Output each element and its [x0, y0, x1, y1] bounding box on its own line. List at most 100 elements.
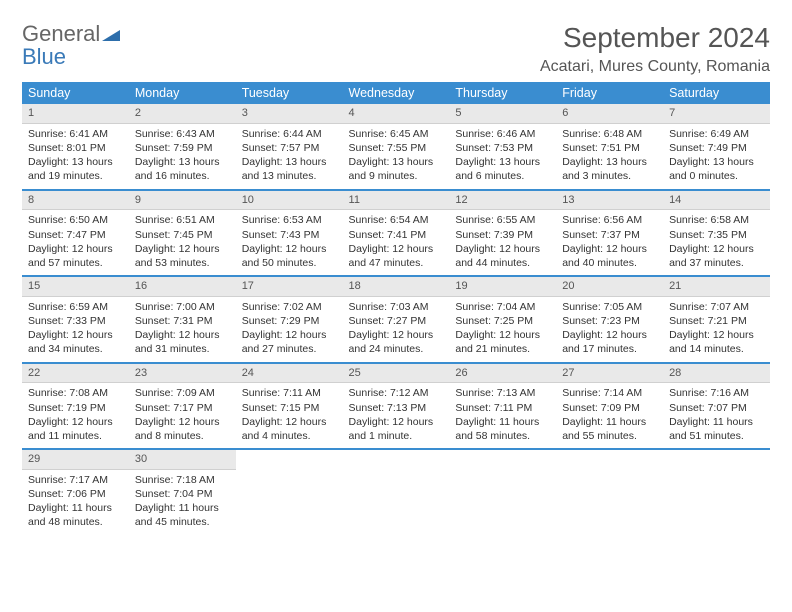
- sunset-line: Sunset: 7:43 PM: [242, 229, 320, 241]
- sunset-line: Sunset: 7:57 PM: [242, 142, 320, 154]
- day-number-cell: 21: [663, 276, 770, 296]
- sunset-line: Sunset: 8:01 PM: [28, 142, 106, 154]
- sunset-line: Sunset: 7:53 PM: [455, 142, 533, 154]
- day-number-row: 22232425262728: [22, 363, 770, 383]
- sunrise-line: Sunrise: 7:17 AM: [28, 474, 108, 486]
- location-text: Acatari, Mures County, Romania: [540, 58, 770, 76]
- sunrise-line: Sunrise: 6:55 AM: [455, 214, 535, 226]
- sunset-line: Sunset: 7:13 PM: [349, 402, 427, 414]
- day-number-cell: 30: [129, 449, 236, 469]
- daylight-line: Daylight: 12 hours and 8 minutes.: [135, 416, 220, 442]
- sunset-line: Sunset: 7:37 PM: [562, 229, 640, 241]
- day-content-cell: Sunrise: 7:08 AMSunset: 7:19 PMDaylight:…: [22, 383, 129, 449]
- day-header: Friday: [556, 82, 663, 104]
- sunset-line: Sunset: 7:09 PM: [562, 402, 640, 414]
- sunrise-line: Sunrise: 7:00 AM: [135, 301, 215, 313]
- day-content-cell: Sunrise: 7:13 AMSunset: 7:11 PMDaylight:…: [449, 383, 556, 449]
- day-number-cell: [236, 449, 343, 469]
- day-content-row: Sunrise: 7:08 AMSunset: 7:19 PMDaylight:…: [22, 383, 770, 449]
- day-number-cell: [449, 449, 556, 469]
- sunset-line: Sunset: 7:41 PM: [349, 229, 427, 241]
- day-content-cell: [343, 469, 450, 534]
- day-number-cell: 15: [22, 276, 129, 296]
- day-content-cell: Sunrise: 6:50 AMSunset: 7:47 PMDaylight:…: [22, 210, 129, 276]
- day-number-cell: 24: [236, 363, 343, 383]
- day-content-cell: Sunrise: 6:49 AMSunset: 7:49 PMDaylight:…: [663, 123, 770, 189]
- daylight-line: Daylight: 13 hours and 19 minutes.: [28, 156, 113, 182]
- day-content-cell: Sunrise: 7:05 AMSunset: 7:23 PMDaylight:…: [556, 296, 663, 362]
- sunset-line: Sunset: 7:51 PM: [562, 142, 640, 154]
- day-number-cell: 19: [449, 276, 556, 296]
- day-header: Monday: [129, 82, 236, 104]
- day-content-cell: Sunrise: 6:45 AM Sunset: 7:55 PM Daylight:…: [343, 123, 450, 189]
- daylight-line: Daylight: 12 hours and 24 minutes.: [349, 329, 434, 355]
- day-content-row: Sunrise: 7:17 AMSunset: 7:06 PMDaylight:…: [22, 469, 770, 534]
- day-number-cell: 18: [343, 276, 450, 296]
- sunset-line: Sunset: 7:07 PM: [669, 402, 747, 414]
- sunset-line: Sunset: 7:27 PM: [349, 315, 427, 327]
- daylight-line: Daylight: 13 hours and 9 minutes.: [349, 156, 434, 182]
- sunrise-line: Sunrise: 7:07 AM: [669, 301, 749, 313]
- day-number-cell: 8: [22, 190, 129, 210]
- sunrise-line: Sunrise: 6:49 AM: [669, 128, 749, 140]
- day-number-row: 891011121314: [22, 190, 770, 210]
- day-content-cell: Sunrise: 6:41 AM Sunset: 8:01 PM Daylight:…: [22, 123, 129, 189]
- sunrise-line: Sunrise: 6:43 AM: [135, 128, 215, 140]
- day-content-cell: Sunrise: 6:46 AMSunset: 7:53 PMDaylight:…: [449, 123, 556, 189]
- daylight-line: Daylight: 12 hours and 1 minute.: [349, 416, 434, 442]
- day-number-cell: 1: [22, 104, 129, 123]
- day-content-cell: Sunrise: 7:07 AMSunset: 7:21 PMDaylight:…: [663, 296, 770, 362]
- logo-text: General Blue: [22, 22, 120, 68]
- day-content-cell: Sunrise: 6:55 AM Sunset: 7:39 PM Daylight:…: [449, 210, 556, 276]
- day-content-cell: Sunrise: 6:53 AMSunset: 7:43 PMDaylight:…: [236, 210, 343, 276]
- daylight-line: Daylight: 12 hours and 11 minutes.: [28, 416, 113, 442]
- day-number-cell: 11: [343, 190, 450, 210]
- day-content-cell: Sunrise: 7:03 AMSunset: 7:27 PMDaylight:…: [343, 296, 450, 362]
- day-header-row: SundayMondayTuesdayWednesdayThursdayFrid…: [22, 82, 770, 104]
- daylight-line: Daylight: 11 hours and 51 minutes.: [669, 416, 753, 442]
- sunset-line: Sunset: 7:11 PM: [455, 402, 532, 414]
- sunrise-line: Sunrise: 7:04 AM: [455, 301, 535, 313]
- sunrise-line: Sunrise: 6:56 AM: [562, 214, 642, 226]
- day-content-cell: Sunrise: 7:00 AM Sunset: 7:31 PM Daylight:…: [129, 296, 236, 362]
- day-number-cell: 10: [236, 190, 343, 210]
- day-content-cell: Sunrise: 7:17 AMSunset: 7:06 PMDaylight:…: [22, 469, 129, 534]
- day-number-cell: 6: [556, 104, 663, 123]
- logo-triangle-icon: [102, 22, 120, 45]
- sunrise-line: Sunrise: 6:45 AM: [349, 128, 429, 140]
- day-content-cell: Sunrise: 6:59 AMSunset: 7:33 PMDaylight:…: [22, 296, 129, 362]
- daylight-line: Daylight: 12 hours and 14 minutes.: [669, 329, 754, 355]
- sunrise-line: Sunrise: 7:14 AM: [562, 387, 642, 399]
- day-content-cell: Sunrise: 6:56 AM Sunset: 7:37 PM Daylight:…: [556, 210, 663, 276]
- daylight-line: Daylight: 12 hours and 17 minutes.: [562, 329, 647, 355]
- page-title: September 2024: [540, 22, 770, 54]
- sunrise-line: Sunrise: 7:02 AM: [242, 301, 322, 313]
- day-number-cell: 26: [449, 363, 556, 383]
- sunrise-line: Sunrise: 7:16 AM: [669, 387, 749, 399]
- daylight-line: Daylight: 11 hours and 48 minutes.: [28, 502, 112, 528]
- day-content-cell: Sunrise: 6:48 AMSunset: 7:51 PMDaylight:…: [556, 123, 663, 189]
- day-number-cell: 2: [129, 104, 236, 123]
- sunrise-line: Sunrise: 7:08 AM: [28, 387, 108, 399]
- day-number-cell: 23: [129, 363, 236, 383]
- sunrise-line: Sunrise: 6:53 AM: [242, 214, 322, 226]
- sunrise-line: Sunrise: 7:12 AM: [349, 387, 429, 399]
- day-content-cell: Sunrise: 6:54 AMSunset: 7:41 PMDaylight:…: [343, 210, 450, 276]
- daylight-line: Daylight: 12 hours and 44 minutes.: [455, 243, 540, 269]
- day-number-cell: 4: [343, 104, 450, 123]
- sunset-line: Sunset: 7:04 PM: [135, 488, 213, 500]
- sunset-line: Sunset: 7:59 PM: [135, 142, 213, 154]
- sunrise-line: Sunrise: 6:41 AM: [28, 128, 108, 140]
- daylight-line: Daylight: 12 hours and 31 minutes.: [135, 329, 220, 355]
- sunset-line: Sunset: 7:55 PM: [349, 142, 427, 154]
- day-number-cell: 3: [236, 104, 343, 123]
- day-content-row: Sunrise: 6:41 AM Sunset: 8:01 PM Daylight:…: [22, 123, 770, 189]
- daylight-line: Daylight: 12 hours and 40 minutes.: [562, 243, 647, 269]
- day-content-cell: Sunrise: 7:18 AMSunset: 7:04 PMDaylight:…: [129, 469, 236, 534]
- sunset-line: Sunset: 7:39 PM: [455, 229, 533, 241]
- sunset-line: Sunset: 7:31 PM: [135, 315, 213, 327]
- sunrise-line: Sunrise: 7:18 AM: [135, 474, 215, 486]
- sunrise-line: Sunrise: 6:58 AM: [669, 214, 749, 226]
- daylight-line: Daylight: 13 hours and 16 minutes.: [135, 156, 220, 182]
- day-content-cell: Sunrise: 7:12 AM Sunset: 7:13 PM Daylight:…: [343, 383, 450, 449]
